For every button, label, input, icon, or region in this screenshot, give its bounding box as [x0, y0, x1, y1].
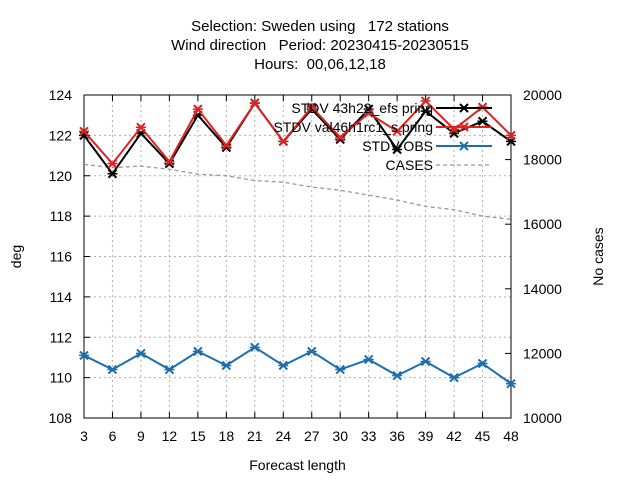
x-tick-label: 42: [446, 428, 462, 444]
x-tick-label: 12: [162, 428, 178, 444]
x-tick-label: 6: [109, 428, 117, 444]
y-axis-label: deg: [8, 245, 24, 268]
legend-label-1: STDV val46h1rc1_s pring: [273, 119, 433, 135]
x-tick-label: 3: [80, 428, 88, 444]
y2-tick-label: 18000: [523, 152, 562, 168]
y2-tick-label: 12000: [523, 345, 562, 361]
y2-tick-label: 14000: [523, 281, 562, 297]
y2-axis-label: No cases: [590, 227, 606, 285]
x-tick-label: 21: [247, 428, 263, 444]
chart-title-line-1: Selection: Sweden using 172 stations: [191, 18, 449, 35]
x-tick-label: 39: [418, 428, 434, 444]
y2-tick-label: 20000: [523, 87, 562, 103]
x-tick-label: 18: [219, 428, 235, 444]
x-tick-label: 30: [332, 428, 348, 444]
series-line-1: [83, 99, 512, 166]
y-tick-label: 116: [50, 249, 73, 265]
chart-title-line-3: Hours: 00,06,12,18: [254, 56, 386, 73]
plot-frame: [83, 94, 512, 419]
series-line-2: [83, 346, 512, 385]
y-tick-label: 110: [50, 370, 73, 386]
chart-title-line-2: Wind direction Period: 20230415-20230515: [171, 37, 469, 54]
x-tick-label: 24: [275, 428, 291, 444]
x-tick-label: 48: [503, 428, 519, 444]
x-axis-label: Forecast length: [249, 457, 346, 473]
legend-label-2: STDV OBS: [362, 138, 433, 154]
y-tick-label: 124: [49, 87, 73, 103]
y-tick-label: 118: [50, 208, 73, 224]
y-tick-label: 112: [50, 329, 73, 345]
x-tick-label: 33: [361, 428, 377, 444]
y-tick-label: 114: [50, 289, 73, 305]
x-tick-label: 45: [475, 428, 491, 444]
y-tick-label: 122: [49, 127, 73, 143]
y2-tick-label: 16000: [523, 216, 562, 232]
legend-label-3: CASES: [386, 157, 433, 173]
legend-label-0: STDV 43h22_efs pring: [291, 100, 433, 116]
y2-tick-label: 10000: [523, 410, 562, 426]
y-tick-label: 108: [49, 410, 73, 426]
x-tick-label: 9: [137, 428, 145, 444]
x-tick-label: 27: [304, 428, 320, 444]
series-line-3: [83, 163, 512, 221]
x-tick-label: 15: [190, 428, 206, 444]
y-tick-label: 120: [49, 168, 73, 184]
x-tick-label: 36: [389, 428, 405, 444]
